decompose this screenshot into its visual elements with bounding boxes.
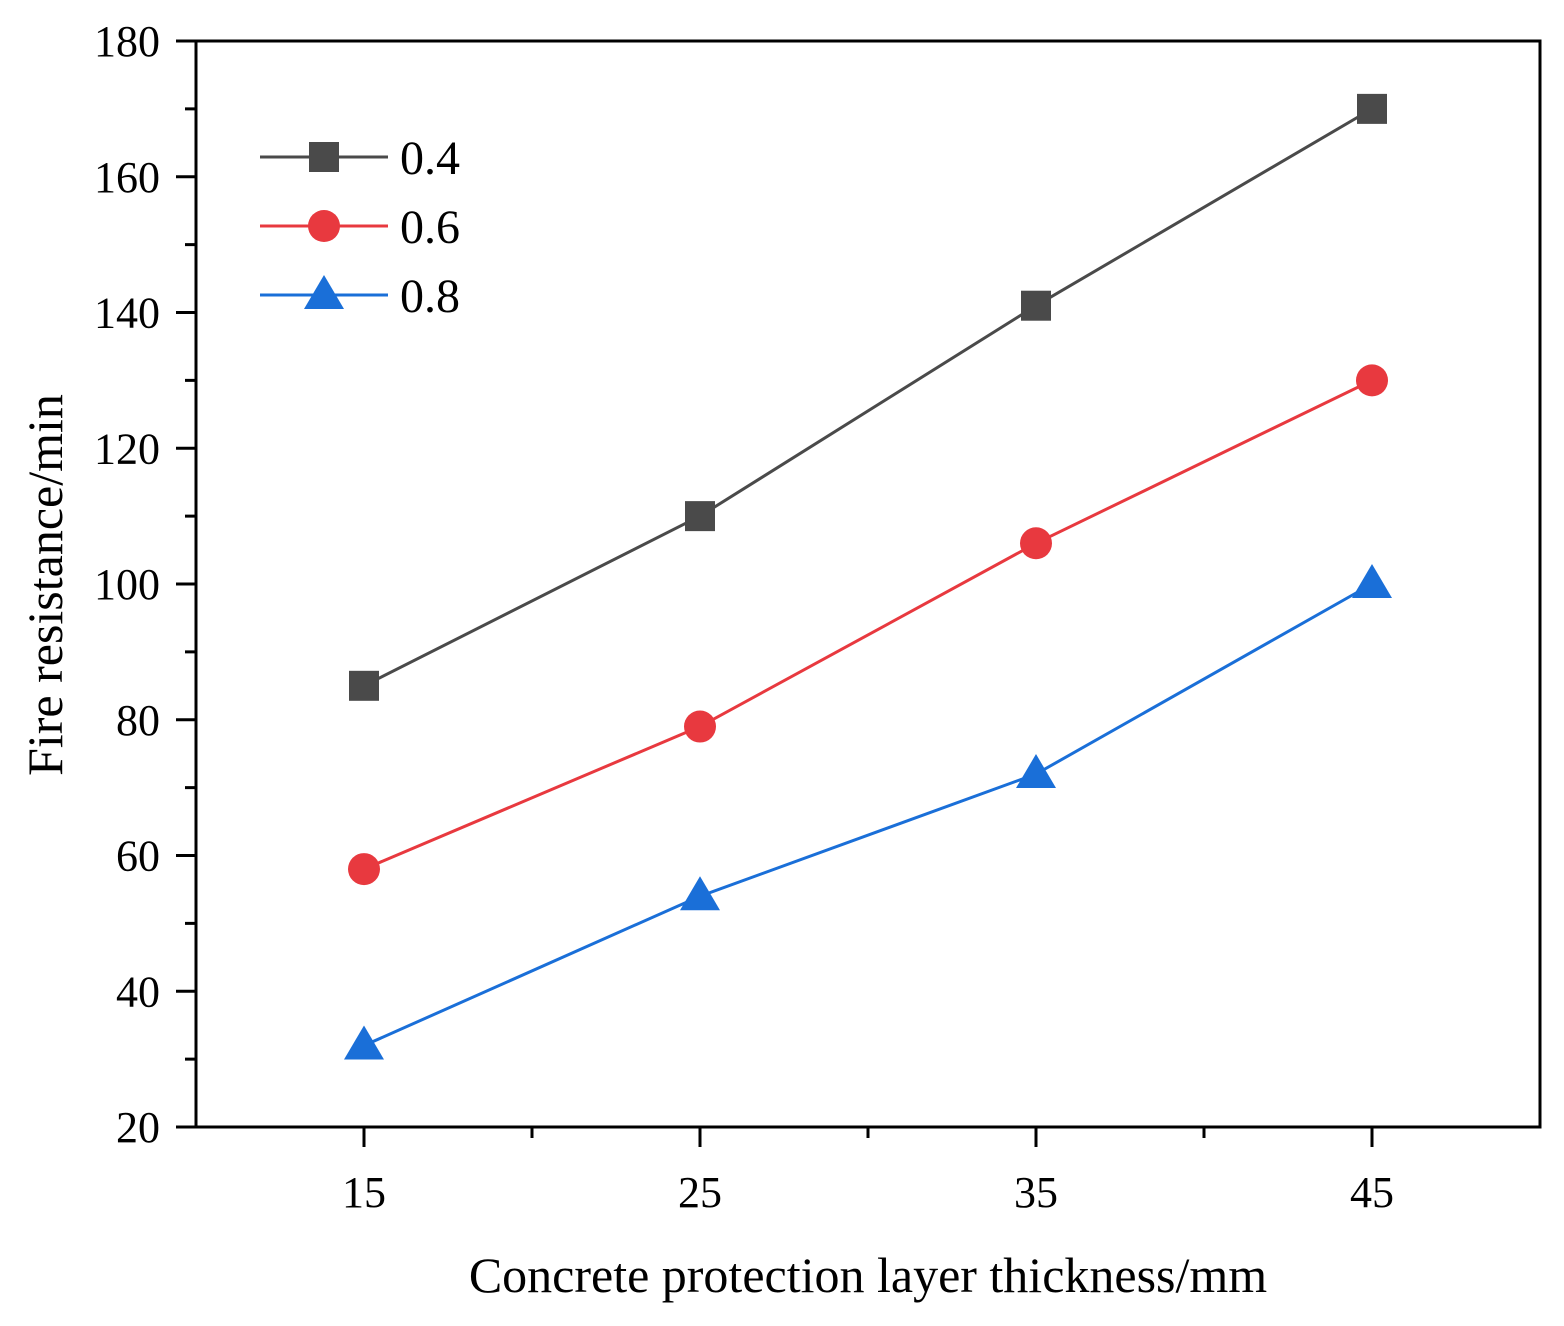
legend-marker bbox=[309, 142, 339, 172]
legend: 0.4 0.6 0.8 bbox=[260, 132, 460, 323]
series-line-0.4 bbox=[363, 107, 1373, 688]
series-0.4 bbox=[349, 93, 1387, 701]
plot-frame bbox=[194, 39, 1542, 1129]
x-tick-label: 15 bbox=[342, 1168, 386, 1217]
data-point bbox=[680, 876, 720, 911]
y-tick-label: 120 bbox=[94, 424, 160, 473]
x-axis-title: Concrete protection layer thickness/mm bbox=[469, 1247, 1267, 1303]
data-point bbox=[1016, 754, 1056, 789]
data-point bbox=[1357, 93, 1387, 124]
data-point bbox=[1352, 564, 1392, 598]
data-point bbox=[1356, 364, 1388, 397]
legend-label: 0.4 bbox=[400, 132, 460, 185]
data-point bbox=[1021, 290, 1051, 321]
data-point bbox=[1020, 527, 1052, 560]
y-tick-label: 140 bbox=[94, 289, 160, 338]
tick-labels: 20 40 60 80 100 120 140 160 180 15 25 35 45 bbox=[94, 17, 1394, 1217]
legend-label: 0.6 bbox=[400, 201, 460, 254]
y-axis-title: Fire resistance/min bbox=[17, 394, 73, 776]
series-line-0.8 bbox=[363, 582, 1373, 1047]
y-tick-label: 20 bbox=[116, 1103, 160, 1152]
legend-item-0.6: 0.6 bbox=[260, 201, 460, 254]
series-group bbox=[344, 93, 1392, 1060]
y-tick-label: 80 bbox=[116, 696, 160, 745]
data-point bbox=[348, 853, 380, 886]
legend-item-0.4: 0.4 bbox=[260, 132, 460, 185]
legend-label: 0.8 bbox=[400, 270, 460, 323]
series-0.8 bbox=[344, 564, 1392, 1060]
x-tick-label: 45 bbox=[1350, 1168, 1394, 1217]
y-tick-label: 160 bbox=[94, 153, 160, 202]
data-point bbox=[349, 670, 379, 701]
data-point bbox=[344, 1025, 384, 1060]
series-line-0.6 bbox=[363, 379, 1373, 871]
series-0.6 bbox=[348, 364, 1388, 886]
legend-marker bbox=[304, 275, 344, 309]
y-tick-label: 40 bbox=[116, 967, 160, 1016]
legend-item-0.8: 0.8 bbox=[260, 270, 460, 323]
y-tick-label: 60 bbox=[116, 832, 160, 881]
legend-marker bbox=[308, 210, 340, 242]
x-tick-label: 25 bbox=[678, 1168, 722, 1217]
axes bbox=[176, 39, 1542, 1147]
x-tick-label: 35 bbox=[1014, 1168, 1058, 1217]
data-point bbox=[684, 710, 716, 743]
y-tick-label: 100 bbox=[94, 560, 160, 609]
data-point bbox=[685, 501, 715, 532]
y-tick-label: 180 bbox=[94, 17, 160, 66]
